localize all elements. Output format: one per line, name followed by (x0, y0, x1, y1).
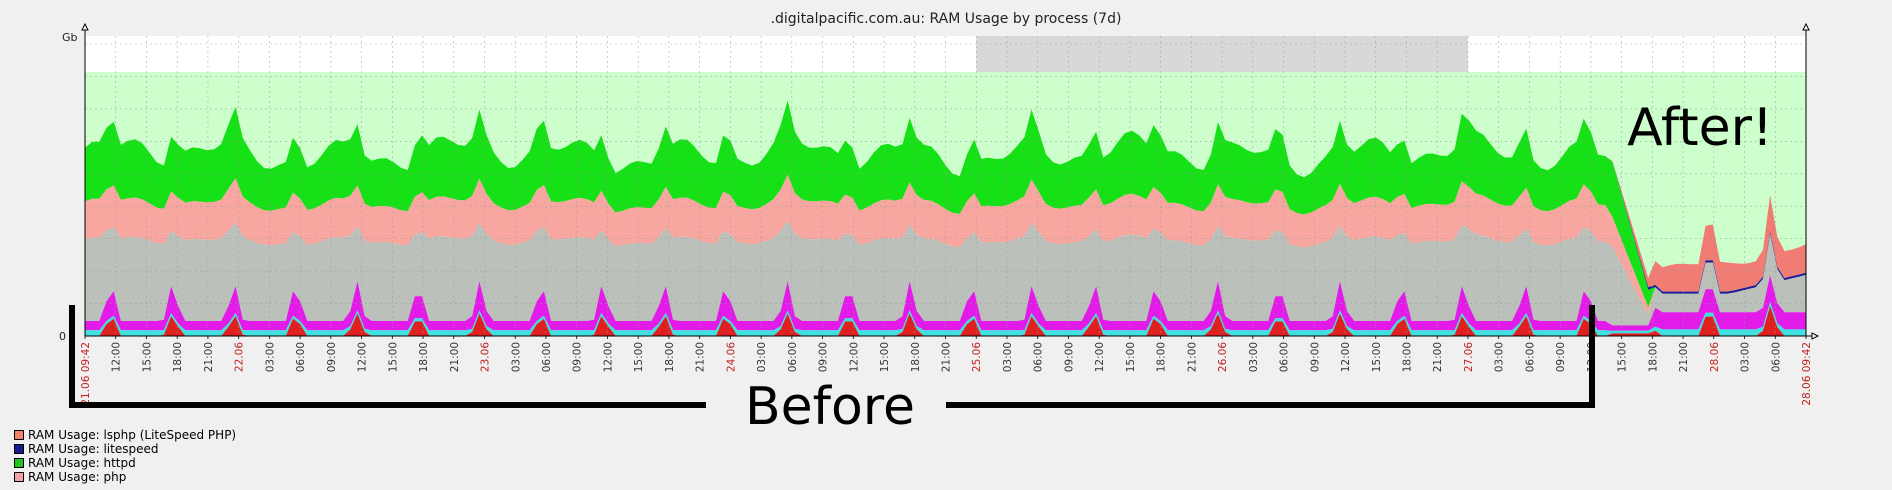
x-tick-label: 03:00 (1248, 342, 1260, 372)
x-tick-label: 18:00 (664, 342, 676, 372)
x-tick-label: 15:00 (387, 342, 399, 372)
legend-swatch-php (14, 472, 24, 482)
x-tick-label: 18:00 (418, 342, 430, 372)
x-tick-label: 18:00 (910, 342, 922, 372)
x-axis-arrow (1811, 332, 1820, 340)
x-tick-label: 18:00 (1156, 342, 1168, 372)
x-tick-label: 26.06 (1217, 342, 1229, 372)
x-tick-label: 24.06 (725, 342, 737, 372)
x-tick-label: 09:00 (1555, 342, 1567, 372)
legend-label-php: RAM Usage: php (28, 470, 127, 484)
x-tick-label: 25.06 (971, 342, 983, 372)
series-magenta-area (85, 275, 1806, 331)
x-tick-label: 15:00 (142, 342, 154, 372)
before-bracket-right (946, 305, 1595, 408)
x-tick-label: 21:00 (695, 342, 707, 372)
x-tick-label: 06:00 (1524, 342, 1536, 372)
x-tick-label: 15:00 (1617, 342, 1629, 372)
before-bracket-left (69, 305, 706, 408)
legend-label-httpd: RAM Usage: httpd (28, 456, 136, 470)
legend-swatch-httpd (14, 458, 24, 468)
series-php-area (85, 174, 1806, 315)
x-tick-label: 12:00 (111, 342, 123, 372)
x-tick-label: 28.06 09:42 (1801, 342, 1813, 406)
x-tick-label: 06:00 (541, 342, 553, 372)
x-tick-label: 15:00 (879, 342, 891, 372)
y-tick-zero: 0 (59, 330, 66, 343)
x-tick-label: 06:00 (295, 342, 307, 372)
x-tick-label: 21:00 (1678, 342, 1690, 372)
x-tick-label: 06:00 (1033, 342, 1045, 372)
x-tick-label: 23.06 (480, 342, 492, 372)
x-tick-label: 12:00 (602, 342, 614, 372)
x-tick-label: 03:00 (1740, 342, 1752, 372)
x-tick-label: 15:00 (1371, 342, 1383, 372)
series-cyan-area (85, 302, 1806, 336)
x-tick-label: 06:00 (787, 342, 799, 372)
x-tick-label: 06:00 (1279, 342, 1291, 372)
x-tick-label: 22.06 (234, 342, 246, 372)
x-tick-label: 12:00 (1094, 342, 1106, 372)
x-tick-label: 27.06 (1463, 342, 1475, 372)
x-tick-label: 21:00 (203, 342, 215, 372)
legend-item-litespeed: RAM Usage: litespeed (14, 442, 236, 456)
x-tick-label: 21:00 (449, 342, 461, 372)
legend-label-lsphp: RAM Usage: lsphp (LiteSpeed PHP) (28, 428, 237, 442)
x-tick-label: 28.06 (1709, 342, 1721, 372)
y-axis-arrow (81, 22, 89, 31)
x-tick-label: 12:00 (848, 342, 860, 372)
after-label: After! (1627, 98, 1773, 158)
x-tick-label: 03:00 (756, 342, 768, 372)
x-tick-label: 15:00 (633, 342, 645, 372)
legend-swatch-litespeed (14, 444, 24, 454)
chart-title: .digitalpacific.com.au: RAM Usage by pro… (771, 11, 1122, 27)
x-tick-label: 18:00 (1647, 342, 1659, 372)
x-tick-label: 21.06 09:42 (80, 342, 92, 406)
x-tick-label: 12:00 (1340, 342, 1352, 372)
x-tick-label: 03:00 (510, 342, 522, 372)
legend-item-httpd: RAM Usage: httpd (14, 456, 236, 470)
x-tick-label: 18:00 (172, 342, 184, 372)
x-tick-label: 09:00 (818, 342, 830, 372)
legend-swatch-lsphp (14, 430, 24, 440)
x-tick-label: 21:00 (1186, 342, 1198, 372)
x-tick-label: 12:00 (357, 342, 369, 372)
x-tick-label: 03:00 (1494, 342, 1506, 372)
x-tick-label: 06:00 (1770, 342, 1782, 372)
x-tick-label: 09:00 (1063, 342, 1075, 372)
x-tick-label: 09:00 (326, 342, 338, 372)
x-tick-label: 15:00 (1125, 342, 1137, 372)
x-tick-label: 09:00 (1309, 342, 1321, 372)
before-label: Before (745, 377, 915, 437)
x-tick-label: 03:00 (1002, 342, 1014, 372)
legend-item-php: RAM Usage: php (14, 470, 236, 484)
x-tick-label: 21:00 (1432, 342, 1444, 372)
legend: RAM Usage: lsphp (LiteSpeed PHP) RAM Usa… (14, 428, 236, 484)
x-tick-label: 09:00 (572, 342, 584, 372)
y-axis-right-arrow (1802, 22, 1810, 31)
legend-item-lsphp: RAM Usage: lsphp (LiteSpeed PHP) (14, 428, 236, 442)
series-red-area (85, 306, 1806, 336)
x-tick-label: 21:00 (941, 342, 953, 372)
x-tick-label: 18:00 (1402, 342, 1414, 372)
x-tick-label: 03:00 (264, 342, 276, 372)
y-unit-label: Gb (62, 31, 78, 44)
legend-label-litespeed: RAM Usage: litespeed (28, 442, 159, 456)
